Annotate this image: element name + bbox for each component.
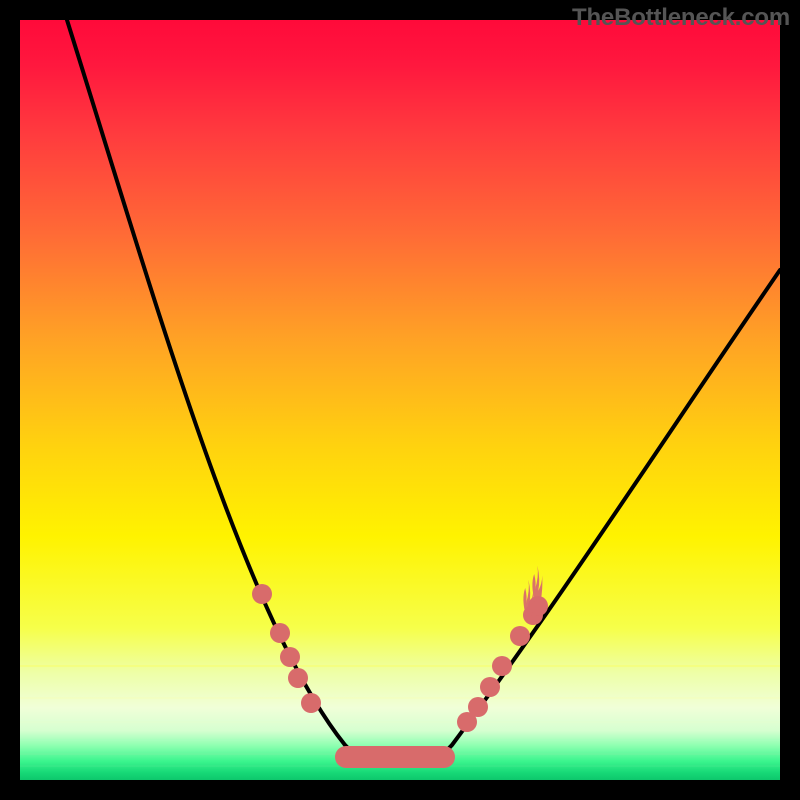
marker-right xyxy=(468,697,488,717)
watermark-text: TheBottleneck.com xyxy=(572,4,790,32)
marker-left xyxy=(280,647,300,667)
marker-left xyxy=(301,693,321,713)
marker-right xyxy=(480,677,500,697)
bottleneck-curve-chart xyxy=(0,0,800,800)
bottom-marker-lozenge xyxy=(335,746,455,768)
marker-left xyxy=(270,623,290,643)
marker-right xyxy=(492,656,512,676)
marker-left xyxy=(252,584,272,604)
chart-frame: TheBottleneck.com xyxy=(0,0,800,800)
marker-left xyxy=(288,668,308,688)
marker-right xyxy=(510,626,530,646)
